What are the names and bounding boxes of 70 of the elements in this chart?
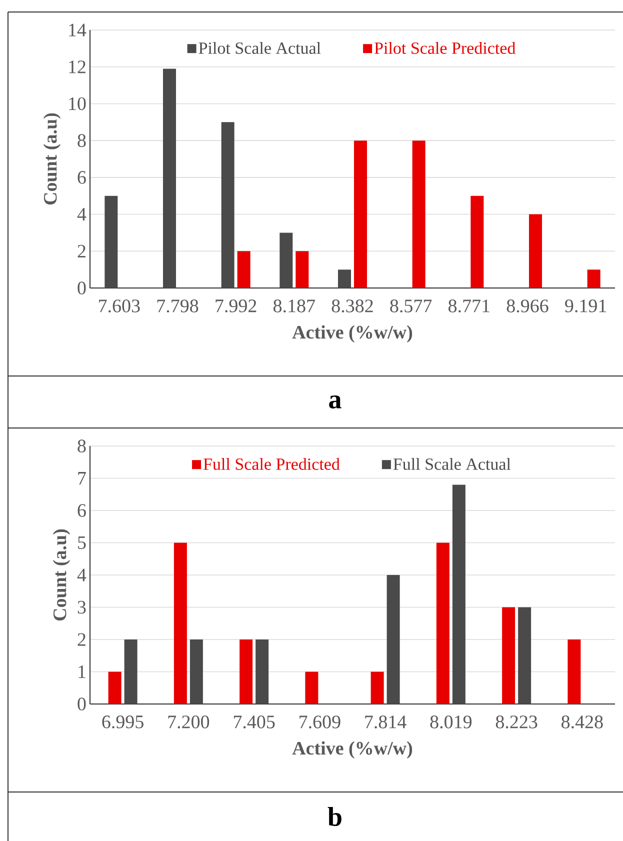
x-tick-label: 8.771 — [448, 300, 490, 312]
legend-label: Pilot Scale Predicted — [374, 42, 516, 54]
x-tick-label: 9.191 — [565, 300, 606, 312]
y-tick-label: 12 — [69, 60, 86, 74]
bar — [104, 196, 118, 288]
x-tick-label: 7.200 — [168, 716, 210, 728]
y-tick-label: 0 — [78, 282, 86, 294]
x-tick-label: 7.603 — [99, 300, 140, 312]
x-tick-label: 7.798 — [157, 300, 198, 312]
bar — [354, 140, 367, 288]
x-tick-label: 8.382 — [332, 300, 373, 312]
y-tick-label: 0 — [78, 698, 86, 710]
bar — [190, 639, 203, 704]
y-tick-label: 8 — [78, 440, 86, 452]
x-tick-label: 8.187 — [274, 300, 315, 312]
y-tick-label: 4 — [77, 208, 86, 221]
y-tick-label: 14 — [69, 24, 86, 36]
bar — [518, 607, 532, 704]
x-tick-label: 8.966 — [506, 300, 548, 312]
bar — [386, 574, 400, 704]
bar — [162, 68, 176, 288]
x-tick-label: 8.577 — [390, 300, 432, 312]
text: b — [328, 806, 342, 826]
bar — [256, 639, 269, 704]
y-tick-label: 3 — [78, 600, 86, 614]
bar — [436, 542, 450, 704]
x-axis-title: Active (%w/w) — [292, 741, 412, 759]
y-tick-label: 4 — [77, 568, 86, 582]
y-tick-label: 10 — [69, 97, 86, 110]
y-tick-label: 6 — [78, 171, 86, 184]
x-tick-label: 6.995 — [102, 716, 144, 728]
x-tick-label: 7.609 — [300, 716, 340, 728]
y-tick-label: 2 — [78, 244, 86, 258]
x-tick-label: 7.814 — [365, 716, 406, 728]
bar — [124, 639, 138, 704]
x-tick-label: 7.992 — [216, 300, 256, 312]
legend-label: Full Scale Predicted — [204, 458, 340, 470]
x-tick-label: 8.223 — [496, 716, 538, 728]
y-tick-label: 6 — [78, 504, 86, 517]
y-tick-label: 5 — [78, 536, 86, 550]
bar — [452, 484, 466, 704]
y-tick-label: 1 — [78, 665, 86, 678]
bar — [296, 251, 309, 288]
bar — [240, 639, 253, 704]
y-tick-label: 8 — [78, 134, 86, 147]
bar — [412, 140, 426, 288]
bar — [568, 639, 581, 704]
bar — [108, 672, 122, 704]
y-tick-label: 7 — [78, 472, 86, 484]
text: a — [329, 396, 342, 408]
bar — [370, 672, 384, 704]
x-axis-title: Active (%w/w) — [292, 325, 412, 343]
bar — [587, 270, 600, 288]
bar — [174, 542, 187, 704]
y-axis-title: Count (a.u) — [52, 529, 70, 621]
x-tick-label: 7.405 — [234, 716, 275, 728]
legend-label: Pilot Scale Actual — [198, 42, 321, 54]
bar — [221, 122, 234, 288]
legend-label: Full Scale Actual — [393, 458, 511, 470]
bar — [528, 214, 542, 288]
bar — [470, 196, 484, 288]
x-tick-label: 8.019 — [430, 716, 472, 728]
x-tick-label: 8.428 — [562, 716, 603, 728]
y-tick-label: 2 — [78, 633, 86, 646]
bar — [305, 672, 318, 704]
bar — [280, 232, 293, 288]
bar — [502, 607, 516, 704]
y-axis-title: Count (a.u) — [43, 113, 61, 205]
bar — [338, 270, 351, 288]
bar — [237, 251, 250, 288]
